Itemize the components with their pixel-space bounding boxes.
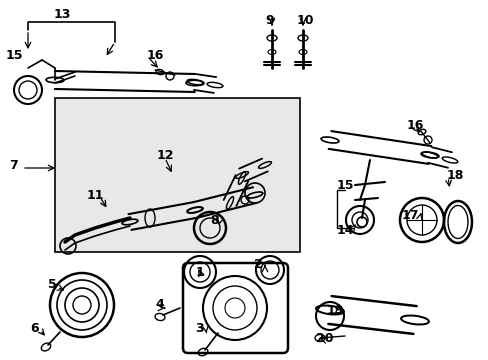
Text: 15: 15 — [5, 49, 23, 62]
Text: 15: 15 — [336, 179, 353, 192]
Text: 7: 7 — [10, 158, 19, 171]
Text: 11: 11 — [86, 189, 103, 202]
Text: 20: 20 — [316, 332, 333, 345]
Text: 9: 9 — [265, 14, 274, 27]
Text: 1: 1 — [195, 266, 204, 279]
Text: 18: 18 — [446, 168, 463, 181]
Text: 19: 19 — [325, 303, 343, 316]
Text: 6: 6 — [31, 321, 39, 334]
Bar — [55, 98, 299, 252]
Text: 13: 13 — [53, 8, 71, 21]
Text: 2: 2 — [253, 258, 262, 271]
Text: 8: 8 — [210, 213, 219, 226]
Text: 16: 16 — [146, 49, 163, 62]
Text: 17: 17 — [401, 208, 418, 221]
Text: 3: 3 — [195, 321, 204, 334]
Text: 12: 12 — [156, 149, 173, 162]
Text: 5: 5 — [47, 279, 56, 292]
Text: 14: 14 — [336, 224, 353, 237]
Text: 16: 16 — [406, 118, 423, 131]
Text: 10: 10 — [296, 14, 313, 27]
Text: 4: 4 — [155, 298, 164, 311]
